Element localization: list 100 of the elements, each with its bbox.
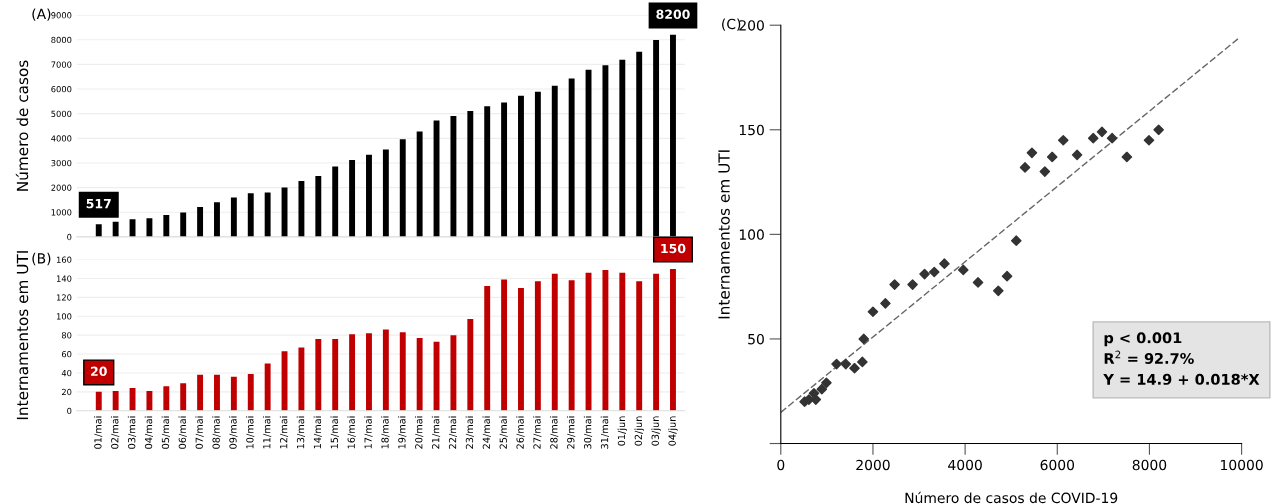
x-tick-label: 2000 bbox=[856, 459, 890, 471]
x-tick-label: 07/mai bbox=[195, 416, 204, 449]
x-tick-label: 03/mai bbox=[127, 416, 137, 449]
bar bbox=[551, 85, 558, 237]
point bbox=[1153, 124, 1164, 136]
bar bbox=[197, 374, 204, 411]
y-tick-label: 4000 bbox=[51, 135, 72, 142]
data-label: 150 bbox=[661, 243, 686, 254]
y-tick-label: 140 bbox=[56, 275, 72, 282]
bar bbox=[264, 192, 271, 237]
x-tick-label: 4000 bbox=[948, 459, 982, 471]
bar bbox=[670, 269, 676, 411]
bar bbox=[568, 78, 575, 237]
bar bbox=[180, 212, 187, 237]
point bbox=[1087, 132, 1099, 144]
point bbox=[889, 279, 900, 290]
x-tick-label: 28/mai bbox=[550, 416, 559, 449]
bar bbox=[315, 176, 322, 237]
text: (A) bbox=[32, 8, 51, 21]
bar bbox=[636, 281, 643, 411]
x-tick-label: 21/mai bbox=[431, 416, 441, 449]
bar bbox=[382, 149, 389, 237]
point bbox=[1019, 162, 1031, 173]
bar bbox=[518, 95, 524, 237]
text: (C) bbox=[722, 18, 741, 31]
point bbox=[919, 268, 930, 280]
point bbox=[1143, 134, 1155, 146]
point bbox=[1071, 149, 1083, 161]
bar bbox=[146, 390, 153, 411]
y-tick-label: 0 bbox=[67, 407, 72, 415]
x-tick-label: 22/mai bbox=[448, 416, 458, 449]
x-tick-label: 17/mai bbox=[364, 416, 373, 449]
bar bbox=[602, 269, 609, 411]
x-tick-label: 09/mai bbox=[229, 416, 238, 449]
bar bbox=[112, 390, 119, 411]
bar bbox=[95, 391, 102, 411]
point bbox=[1001, 270, 1013, 282]
bar bbox=[332, 338, 339, 411]
x-tick-label: 25/mai bbox=[499, 416, 508, 449]
x-tick-label: 04/jun bbox=[668, 416, 678, 446]
point bbox=[1046, 151, 1058, 163]
bar bbox=[467, 110, 474, 237]
x-tick-label: 18/mai bbox=[381, 416, 390, 449]
bar bbox=[619, 59, 626, 237]
bar bbox=[180, 383, 187, 411]
bar bbox=[349, 160, 356, 237]
bar bbox=[247, 193, 254, 237]
x-tick-label: 13/mai bbox=[296, 416, 306, 449]
point bbox=[992, 285, 1004, 297]
y-tick-label: 5000 bbox=[51, 110, 72, 117]
annotation: p < 0.001 bbox=[1104, 332, 1182, 347]
bar bbox=[146, 218, 153, 237]
point bbox=[821, 377, 832, 389]
bar bbox=[619, 272, 626, 411]
y-tick-label: 40 bbox=[61, 369, 72, 377]
y-tick-label: 200 bbox=[739, 20, 764, 31]
point bbox=[816, 383, 828, 395]
bar bbox=[399, 332, 406, 411]
y-tick-label: 0 bbox=[67, 233, 72, 241]
bar bbox=[366, 333, 372, 411]
bar bbox=[112, 221, 119, 237]
x-tick-label: 15/mai bbox=[330, 416, 339, 449]
point bbox=[1121, 151, 1133, 163]
y-tick-label: 50 bbox=[748, 333, 764, 345]
x-tick-label: 12/mai bbox=[279, 416, 289, 449]
bar bbox=[450, 335, 457, 411]
x-tick-label: 02/jun bbox=[634, 416, 644, 446]
point bbox=[972, 277, 984, 288]
bar bbox=[247, 373, 254, 411]
x-tick-label: 10000 bbox=[1221, 459, 1263, 471]
x-tick-label: 23/mai bbox=[465, 416, 474, 449]
bar bbox=[636, 51, 643, 237]
bar bbox=[95, 224, 102, 237]
bar bbox=[163, 386, 170, 411]
y-tick-label: 120 bbox=[56, 294, 72, 301]
x-tick-label: 14/mai bbox=[313, 416, 322, 449]
bar bbox=[534, 91, 541, 237]
bar bbox=[534, 281, 541, 411]
bar bbox=[332, 166, 339, 237]
bar bbox=[467, 319, 474, 411]
data-label: 8200 bbox=[656, 9, 690, 20]
bar bbox=[214, 374, 220, 411]
text: (B) bbox=[32, 252, 51, 266]
bar bbox=[484, 286, 491, 411]
bar bbox=[264, 363, 271, 411]
point bbox=[939, 258, 950, 269]
x-axis-title: Número de casos de COVID-19 bbox=[905, 491, 1118, 504]
bar bbox=[214, 202, 220, 237]
point bbox=[857, 356, 868, 368]
x-tick-label: 27/mai bbox=[533, 416, 542, 449]
y-tick-label: 160 bbox=[56, 256, 72, 263]
y-tick-label: 6000 bbox=[51, 86, 72, 93]
bar bbox=[382, 329, 389, 411]
bar bbox=[551, 273, 558, 411]
point bbox=[867, 306, 879, 318]
point bbox=[1057, 134, 1069, 146]
x-tick-label: 08/mai bbox=[212, 416, 221, 449]
y-tick-label: 2000 bbox=[51, 184, 72, 191]
bar bbox=[653, 273, 660, 411]
x-tick-label: 04/mai bbox=[144, 416, 154, 449]
